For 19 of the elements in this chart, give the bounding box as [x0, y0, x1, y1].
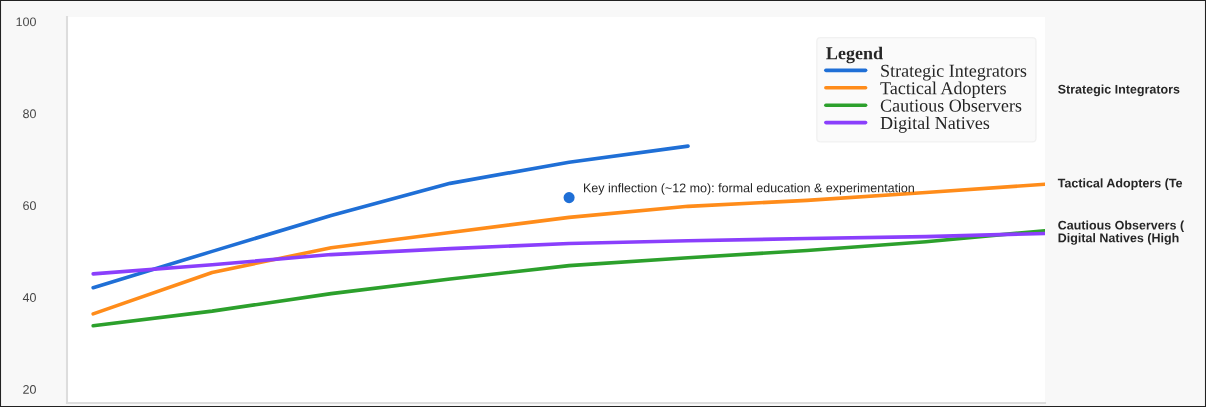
legend-title: Legend: [826, 46, 883, 64]
legend-label: Cautious Observers: [880, 98, 1022, 112]
y-tick-label: 40: [22, 293, 36, 302]
line-series: [91, 231, 1045, 276]
legend-label: Tactical Adopters: [880, 81, 1006, 98]
annotation: Key inflection (~12 mo): formal education & experimentation: [584, 183, 914, 195]
line-series: [91, 228, 1045, 328]
line-series: [91, 182, 1045, 316]
text: Tactical Adopters (Te: [1057, 178, 1183, 190]
y-tick-label: 20: [23, 385, 36, 394]
y-tick-label: 60: [23, 201, 36, 211]
y-tick-label: 100: [16, 17, 36, 27]
text: Strategic Integrators: [1058, 84, 1180, 97]
y-tick-label: 80: [23, 109, 36, 119]
text: Digital Natives (High: [1058, 233, 1179, 245]
legend-label: Strategic Integrators: [881, 64, 1027, 81]
text: Cautious Observers (: [1058, 220, 1185, 233]
legend-label: Digital Natives: [880, 116, 990, 133]
line-series: [91, 144, 690, 290]
